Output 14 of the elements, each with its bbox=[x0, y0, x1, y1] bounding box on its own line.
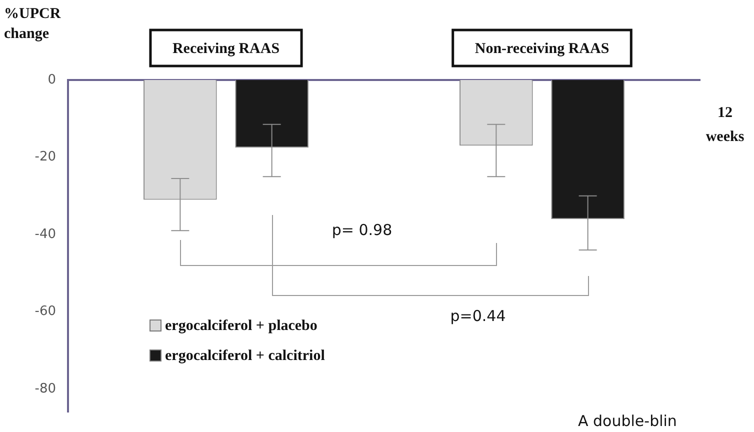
x-tick-label: Receiving RAAS bbox=[172, 40, 280, 57]
y-tick-label: -20 bbox=[34, 150, 56, 165]
text: 12 weeks bbox=[706, 104, 744, 145]
legend-label: ergocalciferol + calcitriol bbox=[165, 348, 325, 364]
x-tick-label: Non-receiving RAAS bbox=[474, 40, 610, 57]
annotation: p= 0.98 bbox=[332, 220, 392, 239]
y-tick-label: -80 bbox=[34, 381, 56, 396]
annotation: A double-blin bbox=[578, 412, 677, 430]
y-tick-label: 0 bbox=[48, 72, 56, 88]
y-tick-label: -40 bbox=[34, 226, 56, 242]
annotation: p=0.44 bbox=[450, 306, 506, 325]
legend-label: ergocalciferol + placebo bbox=[165, 318, 318, 334]
y-axis-title: %UPCR change bbox=[4, 6, 61, 42]
y-tick-label: -60 bbox=[34, 304, 56, 320]
